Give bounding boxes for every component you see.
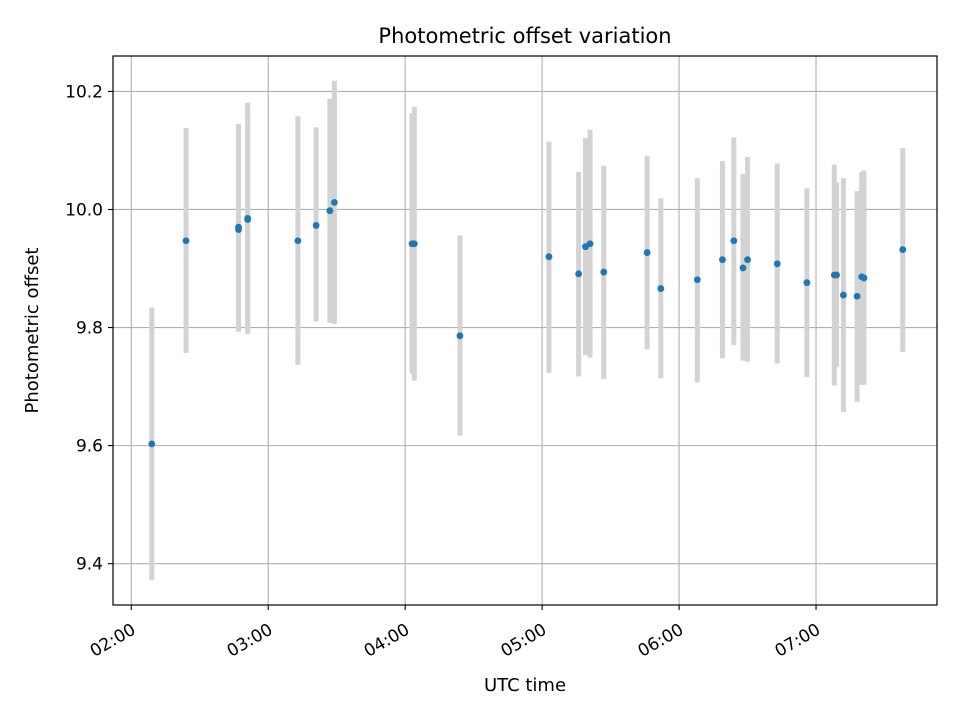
data-point — [840, 291, 847, 299]
y-axis-title: Photometric offset — [22, 248, 43, 414]
chart-title: Photometric offset variation — [378, 24, 671, 48]
data-point — [586, 240, 594, 248]
plot-frame — [112, 55, 938, 606]
data-point — [456, 332, 464, 340]
data-point — [331, 199, 338, 206]
data-point — [773, 260, 781, 268]
grid — [113, 56, 937, 605]
y-tick-label: 10.0 — [65, 200, 103, 220]
data-point — [294, 237, 302, 245]
data-point — [730, 237, 738, 245]
data-point — [545, 253, 553, 261]
data-point — [853, 292, 861, 300]
data-point — [744, 256, 751, 264]
data-point — [803, 279, 811, 287]
data-point — [899, 246, 907, 254]
data-point — [326, 207, 334, 215]
data-point — [693, 276, 701, 284]
data-point — [575, 270, 583, 278]
data-point — [600, 268, 608, 276]
data-point — [719, 256, 726, 264]
data-point — [312, 222, 320, 229]
x-axis-title: UTC time — [484, 675, 566, 696]
data-point — [182, 237, 190, 245]
data-point — [833, 271, 840, 279]
data-point — [860, 274, 868, 282]
y-tick-label: 9.8 — [76, 319, 103, 339]
data-point — [643, 249, 651, 256]
data-point — [235, 226, 242, 233]
y-axis-ticks: 9.4 9.6 9.8 10.0 10.2 — [65, 82, 113, 575]
data-points — [148, 199, 907, 448]
data-point — [148, 440, 156, 448]
y-tick-label: 9.6 — [76, 437, 103, 457]
data-point — [657, 285, 665, 292]
data-point — [244, 216, 252, 223]
y-tick-label: 10.2 — [65, 82, 103, 102]
data-point — [410, 240, 418, 248]
y-tick-label: 9.4 — [76, 555, 103, 575]
data-point — [739, 264, 747, 272]
